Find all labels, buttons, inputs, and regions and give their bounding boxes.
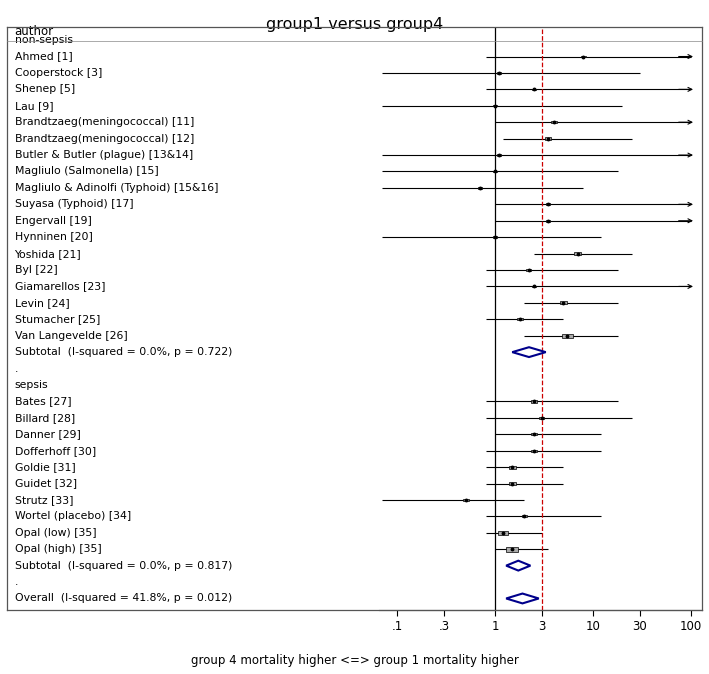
Bar [574, 252, 581, 255]
Bar [559, 301, 567, 304]
Text: Levin [24]: Levin [24] [14, 298, 69, 308]
Text: sepsis: sepsis [14, 380, 48, 390]
Text: Engervall [19]: Engervall [19] [14, 216, 91, 226]
Text: Giamarellos [23]: Giamarellos [23] [14, 282, 105, 291]
Text: non-sepsis: non-sepsis [14, 35, 72, 45]
Text: Overall  (I-squared = 41.8%, p = 0.012): Overall (I-squared = 41.8%, p = 0.012) [14, 594, 232, 603]
Bar [546, 220, 550, 222]
Bar [493, 237, 497, 238]
Text: Lau [9]: Lau [9] [14, 101, 53, 111]
Bar [532, 286, 536, 287]
Text: .: . [14, 363, 18, 373]
Bar [462, 499, 469, 501]
Text: Butler & Butler (plague) [13&14]: Butler & Butler (plague) [13&14] [14, 150, 193, 160]
Bar [508, 482, 516, 485]
Text: Opal (high) [35]: Opal (high) [35] [14, 544, 101, 554]
Text: Brandtzaeg(meningococcal) [12]: Brandtzaeg(meningococcal) [12] [14, 133, 194, 144]
Text: Billard [28]: Billard [28] [14, 412, 74, 423]
Bar [498, 530, 508, 534]
Text: Van Langevelde [26]: Van Langevelde [26] [14, 331, 128, 341]
Text: Magliulo & Adinolfi (Typhoid) [15&16]: Magliulo & Adinolfi (Typhoid) [15&16] [14, 183, 218, 193]
Text: Opal (low) [35]: Opal (low) [35] [14, 528, 96, 538]
Text: Wortel (placebo) [34]: Wortel (placebo) [34] [14, 512, 130, 522]
Text: Dofferhoff [30]: Dofferhoff [30] [14, 446, 96, 456]
Bar [562, 334, 573, 338]
Text: Byl [22]: Byl [22] [14, 265, 57, 275]
Text: Hynninen [20]: Hynninen [20] [14, 232, 92, 242]
Polygon shape [512, 347, 546, 357]
Bar [493, 171, 497, 172]
Bar [493, 105, 497, 106]
Text: author: author [14, 26, 54, 38]
Bar [545, 137, 551, 140]
Text: Subtotal  (I-squared = 0.0%, p = 0.722): Subtotal (I-squared = 0.0%, p = 0.722) [14, 347, 232, 357]
Text: Brandtzaeg(meningococcal) [11]: Brandtzaeg(meningococcal) [11] [14, 117, 194, 127]
Text: Suyasa (Typhoid) [17]: Suyasa (Typhoid) [17] [14, 200, 133, 210]
Text: Magliulo (Salmonella) [15]: Magliulo (Salmonella) [15] [14, 166, 158, 177]
Bar [506, 547, 518, 551]
Text: Ahmed [1]: Ahmed [1] [14, 51, 72, 61]
Bar [551, 121, 557, 123]
Text: .: . [14, 577, 18, 587]
Text: group1 versus group4: group1 versus group4 [266, 17, 443, 32]
Text: Shenep [5]: Shenep [5] [14, 84, 74, 94]
Text: Subtotal  (I-squared = 0.0%, p = 0.817): Subtotal (I-squared = 0.0%, p = 0.817) [14, 561, 232, 571]
Bar [522, 516, 527, 518]
Polygon shape [506, 594, 539, 603]
Bar [581, 56, 586, 57]
Bar [478, 187, 481, 189]
Bar [497, 154, 501, 156]
Bar [531, 400, 537, 402]
Bar [546, 204, 550, 205]
Bar [526, 269, 531, 271]
Bar [531, 450, 537, 452]
Polygon shape [506, 561, 530, 571]
Text: group 4 mortality higher <=> group 1 mortality higher: group 4 mortality higher <=> group 1 mor… [191, 654, 518, 667]
Text: Danner [29]: Danner [29] [14, 429, 80, 439]
Text: Guidet [32]: Guidet [32] [14, 479, 77, 489]
Bar [532, 89, 536, 90]
Text: Bates [27]: Bates [27] [14, 396, 71, 406]
Text: Cooperstock [3]: Cooperstock [3] [14, 68, 102, 78]
Text: Goldie [31]: Goldie [31] [14, 462, 75, 472]
Bar [508, 466, 516, 468]
Text: Strutz [33]: Strutz [33] [14, 495, 73, 505]
Text: Stumacher [25]: Stumacher [25] [14, 314, 100, 324]
Bar [517, 318, 523, 320]
Bar [539, 417, 545, 419]
Bar [531, 433, 537, 435]
Bar [497, 72, 501, 73]
Text: Yoshida [21]: Yoshida [21] [14, 249, 82, 259]
